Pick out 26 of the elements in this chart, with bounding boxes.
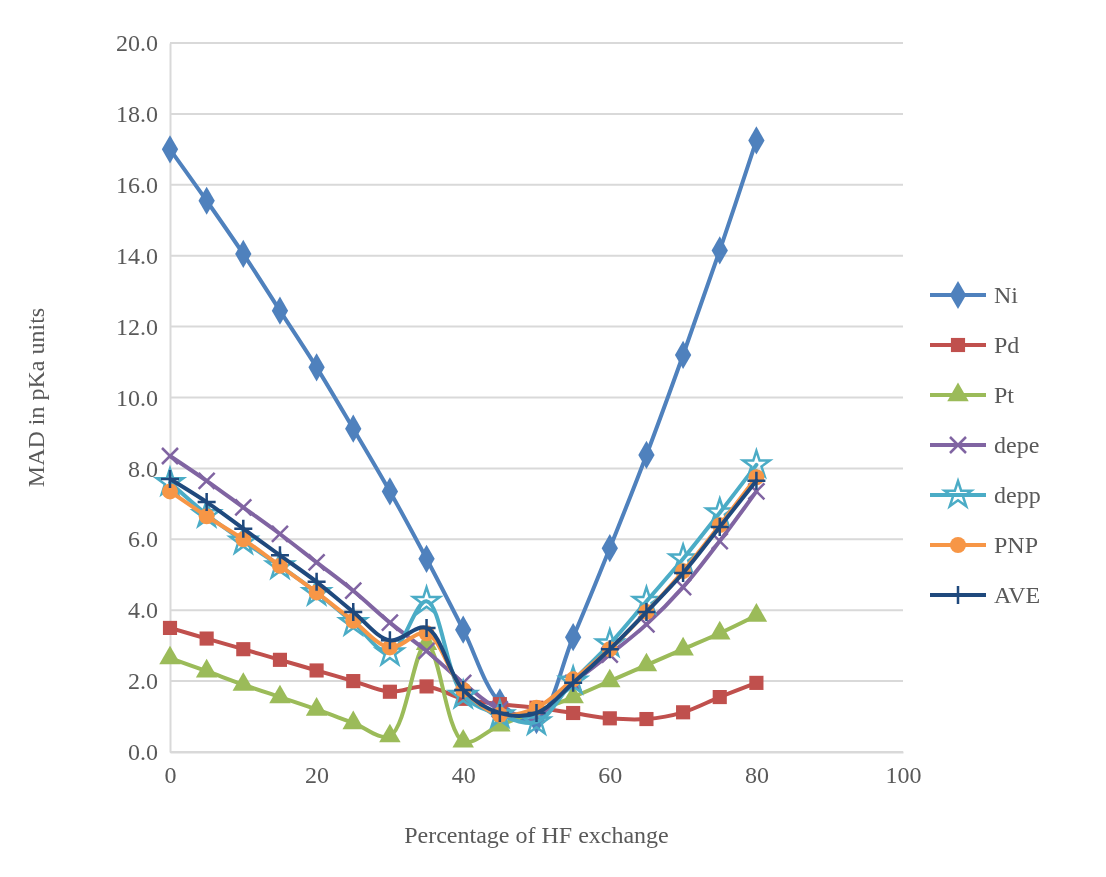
- legend-label: PNP: [994, 532, 1039, 558]
- x-tick-label: 20: [305, 762, 330, 789]
- y-tick-label: 4.0: [128, 597, 158, 624]
- y-tick-label: 18.0: [116, 101, 158, 128]
- y-tick-label: 14.0: [116, 242, 158, 269]
- legend-label: AVE: [994, 582, 1041, 608]
- y-tick-label: 10.0: [116, 384, 158, 411]
- x-tick-label: 80: [744, 762, 769, 789]
- y-tick-label: 6.0: [128, 526, 158, 553]
- y-tick-label: 16.0: [116, 171, 158, 198]
- y-axis-title: MAD in pKa units: [23, 307, 49, 488]
- legend-label: Pd: [994, 332, 1020, 358]
- legend-label: Ni: [994, 282, 1019, 308]
- x-tick-label: 40: [451, 762, 476, 789]
- y-tick-label: 20.0: [116, 30, 158, 57]
- y-tick-label: 8.0: [128, 455, 158, 482]
- x-tick-label: 100: [885, 762, 922, 789]
- y-tick-label: 2.0: [128, 668, 158, 695]
- y-tick-label: 0.0: [128, 739, 158, 766]
- x-axis-title: Percentage of HF exchange: [404, 822, 669, 848]
- y-tick-label: 12.0: [116, 313, 158, 340]
- x-tick-label: 0: [164, 762, 177, 789]
- x-tick-label: 60: [598, 762, 623, 789]
- legend-label: depe: [994, 432, 1040, 458]
- legend-label: depp: [994, 482, 1041, 508]
- legend-label: Pt: [994, 382, 1015, 408]
